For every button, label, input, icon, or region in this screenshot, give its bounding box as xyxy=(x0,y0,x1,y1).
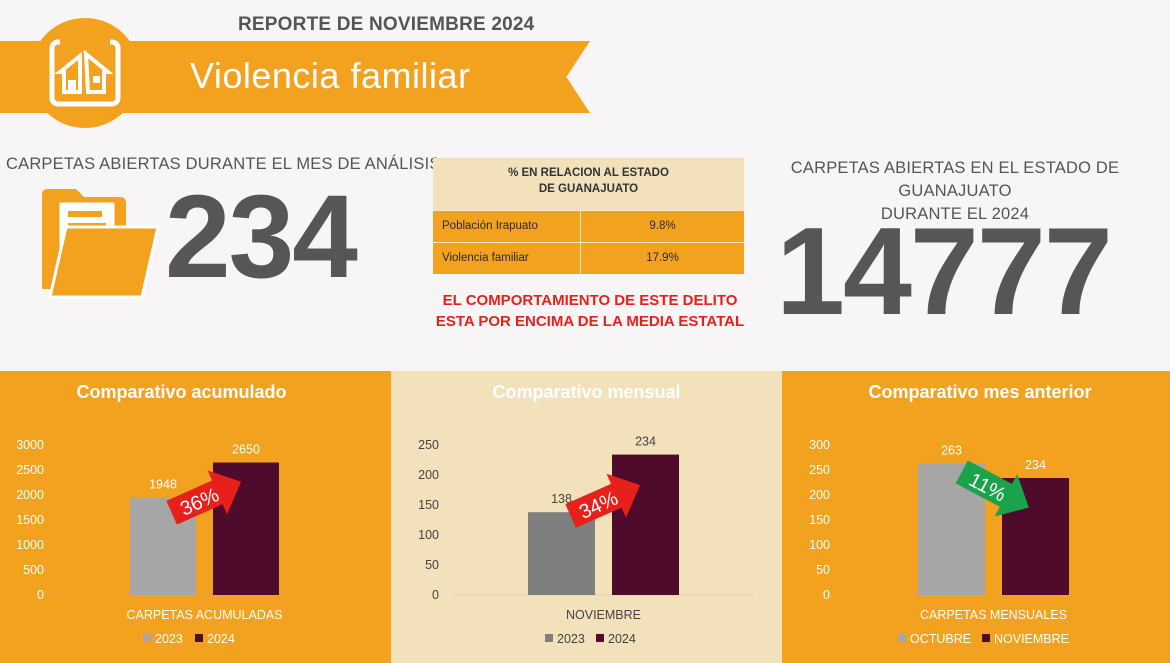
behavior-alert: EL COMPORTAMIENTO DE ESTE DELITO ESTA PO… xyxy=(420,290,760,332)
y-tick-label: 2000 xyxy=(16,488,44,502)
category-label: CARPETAS ACUMULADAS xyxy=(126,608,282,622)
chart-title: Comparativo acumulado xyxy=(76,382,287,402)
monthly-files-heading: CARPETAS ABIERTAS DURANTE EL MES DE ANÁL… xyxy=(6,155,441,173)
legend-swatch xyxy=(898,634,906,642)
y-tick-label: 50 xyxy=(816,563,830,577)
row-value: 9.8% xyxy=(649,220,676,232)
monthly-files-value: 234 xyxy=(165,171,358,303)
chart-title: Comparativo mensual xyxy=(492,382,681,402)
data-label: 2650 xyxy=(232,443,260,457)
state-files-heading: CARPETAS ABIERTAS EN EL ESTADO DE GUANAJ… xyxy=(750,157,1160,226)
bar-2023 xyxy=(528,512,595,595)
legend-swatch xyxy=(545,634,553,642)
legend-label: OCTUBRE xyxy=(910,632,971,646)
arrow-shape xyxy=(166,470,242,525)
y-tick-label: 150 xyxy=(418,498,439,512)
y-tick-label: 250 xyxy=(418,438,439,452)
y-tick-label: 0 xyxy=(432,588,439,602)
data-label: 234 xyxy=(1025,458,1046,472)
legend-label: 2023 xyxy=(155,632,183,646)
chart-panel-monthly: Comparativo mensual 0 50 100 150 200 250 138 23… xyxy=(391,371,782,663)
y-tick-label: 2500 xyxy=(16,463,44,477)
legend-swatch xyxy=(982,634,990,642)
chart-panel-accumulated: Comparativo acumulado 0 500 1000 1500 2000 25… xyxy=(0,371,391,663)
legend-label: 2024 xyxy=(608,632,636,646)
legend-label: 2023 xyxy=(557,632,585,646)
data-label: 1948 xyxy=(149,478,177,492)
data-label: 234 xyxy=(635,435,656,449)
category-label: NOVIEMBRE xyxy=(566,608,641,622)
y-tick-label: 3000 xyxy=(16,438,44,452)
row-label: Violencia familiar xyxy=(433,243,581,274)
relation-header-line1: % EN RELACION AL ESTADO xyxy=(508,167,669,179)
folder-icon xyxy=(42,189,160,299)
y-tick-label: 200 xyxy=(809,488,830,502)
y-tick-label: 100 xyxy=(418,528,439,542)
y-tick-label: 1500 xyxy=(16,513,44,527)
broken-house-icon xyxy=(49,36,121,107)
y-tick-label: 200 xyxy=(418,468,439,482)
bar-2024 xyxy=(612,454,679,595)
row-label: Población Irapuato xyxy=(433,211,581,242)
row-value: 17.9% xyxy=(646,252,679,264)
table-row: Violencia familiar 17.9% xyxy=(433,242,744,274)
category-label: CARPETAS MENSUALES xyxy=(920,608,1067,622)
table-row: Población Irapuato 9.8% xyxy=(433,210,744,242)
legend-swatch xyxy=(596,634,604,642)
chart-title: Comparativo mes anterior xyxy=(868,382,1092,402)
arrow-shape xyxy=(955,460,1029,517)
legend-swatch xyxy=(143,634,151,642)
crime-title: Violencia familiar xyxy=(190,55,471,96)
y-tick-label: 250 xyxy=(809,463,830,477)
legend-swatch xyxy=(195,634,203,642)
state-files-value: 14777 xyxy=(776,203,1113,341)
state-heading-line1: CARPETAS ABIERTAS EN EL ESTADO DE GUANAJ… xyxy=(790,159,1120,200)
logo-badge xyxy=(30,18,140,128)
legend-label: 2024 xyxy=(207,632,235,646)
y-tick-label: 1000 xyxy=(16,538,44,552)
y-tick-label: 100 xyxy=(809,538,830,552)
relation-header-line2: DE GUANAJUATO xyxy=(538,183,639,195)
accumulated-chart: 0500100015002000250030001948265036%CARPE… xyxy=(16,438,375,646)
data-label: 138 xyxy=(551,492,572,506)
chart-panel-previous-month: Comparativo mes anterior 0 50 100 150 200 250… xyxy=(782,371,1170,663)
y-tick-label: 150 xyxy=(809,513,830,527)
y-tick-label: 0 xyxy=(37,588,44,602)
y-tick-label: 300 xyxy=(809,438,830,452)
legend-label: NOVIEMBRE xyxy=(994,632,1069,646)
data-label: 263 xyxy=(941,444,962,458)
y-tick-label: 500 xyxy=(23,563,44,577)
report-title: REPORTE DE NOVIEMBRE 2024 xyxy=(238,14,535,35)
state-heading-line2: DURANTE EL 2024 xyxy=(880,205,1030,223)
alert-line2: ESTA POR ENCIMA DE LA MEDIA ESTATAL xyxy=(435,313,745,330)
y-tick-label: 50 xyxy=(425,558,439,572)
relation-table-header: % EN RELACION AL ESTADO DE GUANAJUATO xyxy=(433,158,744,210)
y-tick-label: 0 xyxy=(823,588,830,602)
arrow-shape xyxy=(565,473,641,528)
alert-line1: EL COMPORTAMIENTO DE ESTE DELITO xyxy=(442,292,738,309)
state-relation-table: % EN RELACION AL ESTADO DE GUANAJUATO Po… xyxy=(433,158,744,274)
